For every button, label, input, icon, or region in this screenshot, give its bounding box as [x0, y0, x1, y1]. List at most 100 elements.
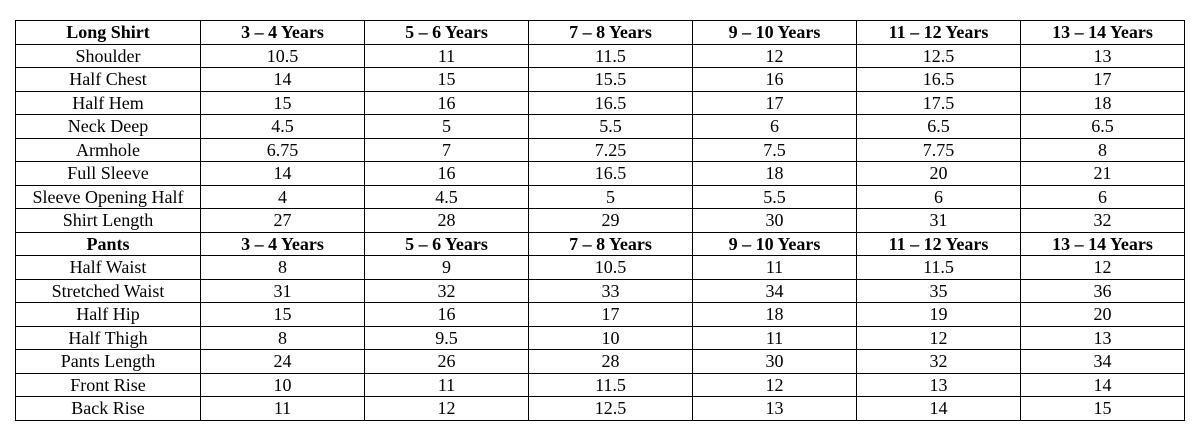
- cell: 15: [200, 302, 365, 327]
- cell: 18: [692, 302, 857, 327]
- cell: 11: [364, 43, 529, 68]
- cell: 7: [364, 137, 529, 162]
- cell: 24: [200, 349, 365, 374]
- cell: 34: [1020, 349, 1185, 374]
- data-row: Shirt Length 27 28 29 30 31 32: [15, 208, 1185, 233]
- row-label: Neck Deep: [15, 114, 201, 139]
- data-row: Full Sleeve 14 16 16.5 18 20 21: [15, 161, 1185, 186]
- cell: 21: [1020, 161, 1185, 186]
- cell: 20: [856, 161, 1021, 186]
- row-label: Sleeve Opening Half: [15, 184, 201, 209]
- cell: 32: [856, 349, 1021, 374]
- cell: 5.5: [528, 114, 693, 139]
- cell: 10: [200, 372, 365, 397]
- data-row: Half Hip 15 16 17 18 19 20: [15, 302, 1185, 327]
- header-cell: 9 – 10 Years: [692, 231, 857, 256]
- data-row: Half Waist 8 9 10.5 11 11.5 12: [15, 255, 1185, 280]
- header-cell: 3 – 4 Years: [200, 20, 365, 45]
- cell: 6.5: [856, 114, 1021, 139]
- header-cell: 11 – 12 Years: [856, 231, 1021, 256]
- cell: 33: [528, 278, 693, 303]
- data-row: Sleeve Opening Half 4 4.5 5 5.5 6 6: [15, 184, 1185, 209]
- cell: 31: [856, 208, 1021, 233]
- cell: 32: [1020, 208, 1185, 233]
- header-cell: Long Shirt: [15, 20, 201, 45]
- row-label: Armhole: [15, 137, 201, 162]
- row-label: Front Rise: [15, 372, 201, 397]
- cell: 16: [692, 67, 857, 92]
- cell: 16: [364, 302, 529, 327]
- row-label: Shirt Length: [15, 208, 201, 233]
- cell: 30: [692, 349, 857, 374]
- row-label: Stretched Waist: [15, 278, 201, 303]
- cell: 11: [200, 396, 365, 421]
- cell: 12: [692, 43, 857, 68]
- cell: 29: [528, 208, 693, 233]
- cell: 36: [1020, 278, 1185, 303]
- cell: 8: [200, 255, 365, 280]
- cell: 11.5: [528, 372, 693, 397]
- header-row: Long Shirt 3 – 4 Years 5 – 6 Years 7 – 8 Ye…: [15, 20, 1185, 45]
- cell: 15: [200, 90, 365, 115]
- cell: 10: [528, 325, 693, 350]
- row-label: Half Hem: [15, 90, 201, 115]
- size-table: Long Shirt 3 – 4 Years 5 – 6 Years 7 – 8 Ye…: [15, 20, 1185, 421]
- cell: 6.5: [1020, 114, 1185, 139]
- cell: 8: [1020, 137, 1185, 162]
- row-label: Pants Length: [15, 349, 201, 374]
- cell: 6: [692, 114, 857, 139]
- data-row: Shoulder 10.5 11 11.5 12 12.5 13: [15, 43, 1185, 68]
- row-label: Half Waist: [15, 255, 201, 280]
- cell: 17: [692, 90, 857, 115]
- data-row: Half Chest 14 15 15.5 16 16.5 17: [15, 67, 1185, 92]
- cell: 9: [364, 255, 529, 280]
- cell: 6: [856, 184, 1021, 209]
- cell: 27: [200, 208, 365, 233]
- data-row: Armhole 6.75 7 7.25 7.5 7.75 8: [15, 137, 1185, 162]
- cell: 18: [692, 161, 857, 186]
- row-label: Half Thigh: [15, 325, 201, 350]
- cell: 16.5: [528, 161, 693, 186]
- cell: 7.25: [528, 137, 693, 162]
- row-label: Half Chest: [15, 67, 201, 92]
- cell: 7.75: [856, 137, 1021, 162]
- header-cell: 3 – 4 Years: [200, 231, 365, 256]
- header-cell: 9 – 10 Years: [692, 20, 857, 45]
- cell: 5.5: [692, 184, 857, 209]
- data-row: Front Rise 10 11 11.5 12 13 14: [15, 372, 1185, 397]
- cell: 10.5: [528, 255, 693, 280]
- cell: 8: [200, 325, 365, 350]
- cell: 12.5: [528, 396, 693, 421]
- cell: 5: [528, 184, 693, 209]
- cell: 17: [1020, 67, 1185, 92]
- cell: 11.5: [528, 43, 693, 68]
- cell: 18: [1020, 90, 1185, 115]
- cell: 20: [1020, 302, 1185, 327]
- cell: 35: [856, 278, 1021, 303]
- cell: 12: [692, 372, 857, 397]
- data-row: Stretched Waist 31 32 33 34 35 36: [15, 278, 1185, 303]
- header-cell: Pants: [15, 231, 201, 256]
- cell: 19: [856, 302, 1021, 327]
- cell: 4.5: [364, 184, 529, 209]
- cell: 12: [364, 396, 529, 421]
- cell: 14: [856, 396, 1021, 421]
- cell: 11: [692, 325, 857, 350]
- cell: 14: [200, 67, 365, 92]
- header-cell: 13 – 14 Years: [1020, 231, 1185, 256]
- cell: 11: [692, 255, 857, 280]
- cell: 6: [1020, 184, 1185, 209]
- table-body: Long Shirt 3 – 4 Years 5 – 6 Years 7 – 8 Ye…: [15, 20, 1185, 421]
- size-table-wrapper: Long Shirt 3 – 4 Years 5 – 6 Years 7 – 8 Ye…: [15, 20, 1185, 421]
- row-label: Full Sleeve: [15, 161, 201, 186]
- header-row: Pants 3 – 4 Years 5 – 6 Years 7 – 8 Years 9 …: [15, 231, 1185, 256]
- header-cell: 7 – 8 Years: [528, 20, 693, 45]
- cell: 13: [1020, 43, 1185, 68]
- cell: 16.5: [528, 90, 693, 115]
- data-row: Back Rise 11 12 12.5 13 14 15: [15, 396, 1185, 421]
- header-cell: 7 – 8 Years: [528, 231, 693, 256]
- cell: 6.75: [200, 137, 365, 162]
- header-cell: 13 – 14 Years: [1020, 20, 1185, 45]
- cell: 14: [200, 161, 365, 186]
